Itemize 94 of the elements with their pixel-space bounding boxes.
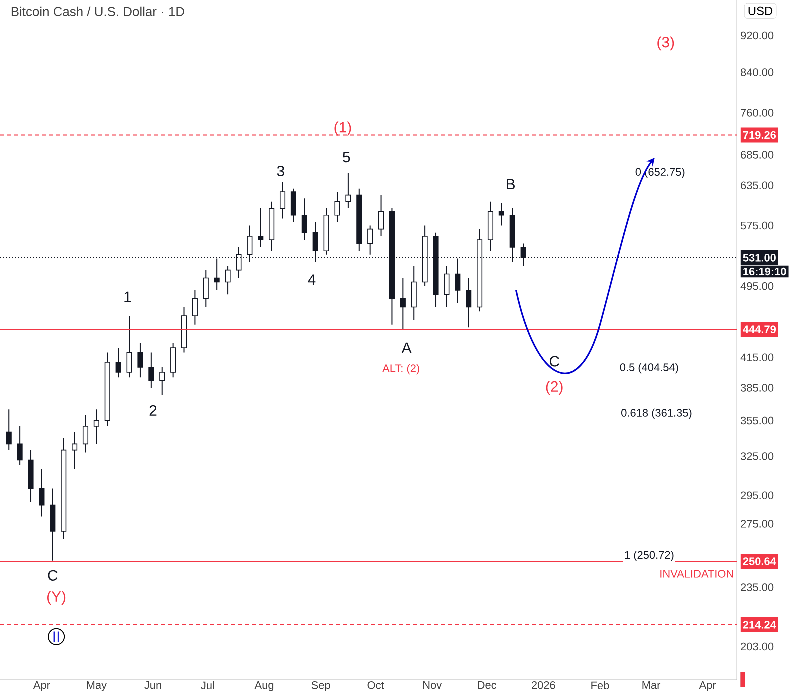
annotation: 1 (250.72): [625, 551, 674, 562]
candlestick: [444, 266, 450, 308]
text: 16:19:10: [744, 268, 786, 276]
candlestick: [203, 270, 209, 308]
candlestick: [346, 172, 352, 210]
candlestick: [290, 188, 296, 223]
annotation: ALT: (2): [382, 364, 420, 375]
candlestick: [400, 278, 406, 330]
x-tick-label: Apr: [699, 682, 716, 692]
candlestick: [192, 290, 198, 326]
candlestick: [225, 266, 231, 296]
chart-title: Bitcoin Cash / U.S. Dollar · 1D: [12, 6, 184, 16]
annotation: (2): [546, 381, 563, 395]
annotation: II: [54, 632, 60, 642]
candlestick: [302, 198, 308, 241]
x-tick-label: 2026: [532, 682, 556, 690]
y-tick-label: 295.00: [741, 492, 774, 500]
candlestick: [466, 278, 472, 328]
x-tick-label: Dec: [478, 682, 497, 690]
candlestick: [148, 352, 154, 389]
candlestick: [50, 488, 56, 562]
y-tick-label: 415.00: [740, 354, 774, 362]
annotation: C: [550, 356, 560, 367]
candlestick: [368, 225, 374, 256]
candlestick: [82, 414, 89, 454]
annotation: 0 (652.75): [636, 168, 685, 178]
y-axis-title: USD: [748, 6, 773, 16]
x-tick-label: Oct: [368, 682, 384, 690]
y-tick-label: 575.00: [740, 222, 774, 230]
y-tick-label: 760.00: [741, 109, 774, 117]
y-tick-label: 920.00: [741, 32, 774, 40]
y-tick-label: 203.00: [741, 642, 774, 651]
candlestick: [61, 438, 67, 540]
candlestick: [498, 202, 504, 226]
annotation: 0.5 (404.54): [620, 363, 678, 374]
ref-line-label: 531.00: [743, 254, 776, 262]
annotation: 5: [343, 152, 350, 163]
candlestick: [181, 306, 188, 354]
y-tick-label: 325.00: [740, 452, 774, 460]
ref-line-label: 444.79: [743, 326, 776, 334]
y-tick-label: 635.00: [741, 182, 774, 190]
candlestick: [258, 208, 264, 248]
ref-line-label: 250.64: [743, 558, 776, 566]
candlestick: [94, 409, 100, 445]
candlestick: [39, 468, 45, 518]
candlestick: [280, 182, 286, 220]
annotation: INVALIDATION: [660, 570, 734, 578]
x-tick-label: Apr: [33, 682, 50, 692]
annotation: (3): [658, 36, 674, 51]
y-tick-label: 235.00: [741, 584, 774, 592]
candlestick: [455, 258, 461, 304]
x-tick-label: Mar: [642, 682, 661, 690]
annotation: B: [507, 179, 515, 190]
candlestick: [170, 342, 176, 378]
y-tick-label: 840.00: [741, 68, 774, 76]
y-tick-label: 685.00: [741, 151, 774, 159]
candlestick: [488, 201, 494, 252]
ref-line-label: 719.26: [743, 131, 776, 140]
x-tick-label: Aug: [254, 682, 274, 692]
candlestick: [411, 266, 417, 321]
candlestick: [356, 188, 362, 252]
x-tick-label: Feb: [592, 681, 610, 690]
candlestick: [126, 315, 132, 378]
annotation: 1: [124, 292, 132, 302]
annotation: 3: [277, 166, 284, 177]
x-tick-label: Jun: [144, 682, 162, 690]
annotation: 0.618 (361.35): [622, 408, 692, 420]
candlestick: [6, 409, 12, 451]
x-tick-label: May: [87, 682, 108, 692]
candlestick: [116, 347, 122, 378]
y-tick-label: 495.00: [740, 282, 774, 290]
candlestick: [17, 426, 23, 466]
annotation: (Y): [48, 591, 66, 605]
candlestick: [104, 352, 110, 428]
x-tick-label: Jul: [201, 681, 214, 690]
candlestick: [269, 201, 275, 252]
x-tick-label: Sep: [312, 682, 330, 692]
y-tick-label: 355.00: [740, 416, 774, 425]
y-tick-label: 275.00: [741, 520, 774, 528]
annotation: A: [402, 342, 412, 354]
annotation: C: [48, 570, 58, 581]
x-tick-label: Nov: [424, 682, 442, 690]
candlestick: [324, 208, 330, 256]
candlestick: [334, 192, 340, 223]
candlestick: [378, 194, 384, 237]
annotation: (1): [334, 122, 352, 136]
candlestick: [160, 366, 166, 396]
annotation: 4: [308, 274, 316, 285]
ref-line-label: 214.24: [743, 621, 776, 629]
candlestick: [28, 450, 34, 504]
annotation: 2: [150, 405, 157, 416]
y-tick-label: 385.00: [740, 384, 774, 392]
candlestick: [72, 432, 78, 470]
candlestick: [138, 342, 144, 378]
